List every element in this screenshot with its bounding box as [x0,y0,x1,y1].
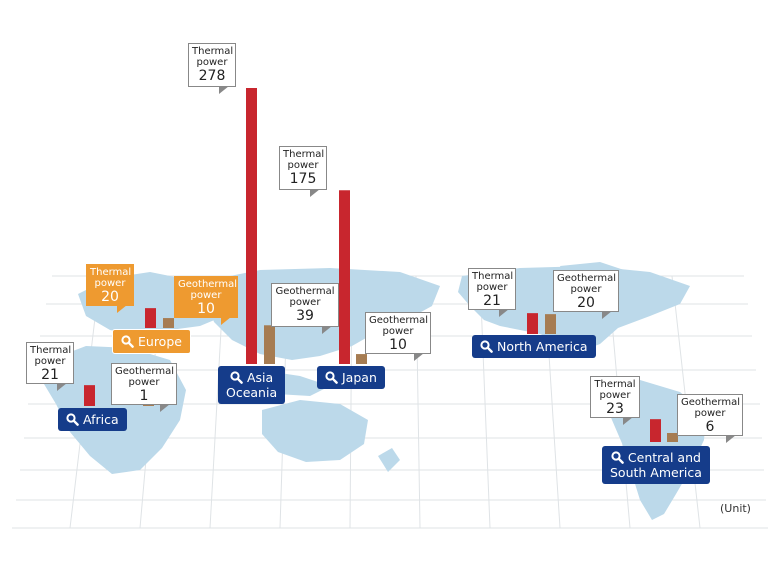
callout-geothermal-north-america-value: 20 [577,295,595,311]
callout-geothermal-central-south-america-value: 6 [705,419,715,435]
callout-geothermal-asia-oceania: Geothermal power 39 [271,283,339,334]
callout-geothermal-japan-value: 10 [389,337,407,353]
bar-thermal-asia-oceania [246,88,257,364]
bar-geothermal-central-south-america [667,433,678,442]
callout-thermal-europe-value: 20 [101,289,119,305]
magnifier-icon [230,371,243,384]
region-button-label: North America [497,339,588,354]
callout-thermal-asia-oceania-pointer [219,86,229,94]
australia-landmass [262,400,368,462]
callout-thermal-north-america: Thermal power 21 [468,268,516,317]
callout-geothermal-north-america-pointer [602,311,612,319]
callout-thermal-asia-oceania-value: 278 [198,68,226,84]
region-button-asia-oceania[interactable]: Asia Oceania [218,366,286,404]
callout-geothermal-asia-oceania-series-label: Geothermal power [275,286,335,308]
region-button-central-south-america[interactable]: Central and South America [602,446,710,484]
callout-thermal-africa-series-label: Thermal power [30,345,72,367]
callout-thermal-central-south-america-pointer [623,417,633,425]
bar-geothermal-europe [163,318,174,328]
callout-thermal-japan: Thermal power 175 [279,146,327,197]
magnifier-icon [325,371,338,384]
callout-geothermal-north-america: Geothermal power 20 [553,270,619,319]
magnifier-icon [480,340,493,353]
callout-thermal-europe-pointer [117,305,127,313]
magnifier-icon [66,413,79,426]
callout-geothermal-north-america-series-label: Geothermal power [557,273,617,295]
callout-thermal-central-south-america: Thermal power 23 [590,376,640,425]
region-button-japan[interactable]: Japan [317,366,385,389]
callout-thermal-africa-value: 21 [41,367,59,383]
callout-geothermal-central-south-america-pointer [726,435,736,443]
callout-geothermal-japan-pointer [414,353,424,361]
callout-geothermal-europe-series-label: Geothermal power [178,279,238,301]
callout-geothermal-africa: Geothermal power 1 [111,363,177,412]
callout-thermal-japan-series-label: Thermal power [283,149,325,171]
callout-thermal-europe: Thermal power 20 [86,264,134,313]
callout-geothermal-africa-series-label: Geothermal power [115,366,175,388]
callout-thermal-asia-oceania: Thermal power 278 [188,43,236,94]
callout-thermal-central-south-america-series-label: Thermal power [594,379,636,401]
magnifier-icon [121,335,134,348]
callout-thermal-central-south-america-value: 23 [606,401,624,417]
callout-geothermal-central-south-america: Geothermal power 6 [677,394,743,443]
bar-thermal-central-south-america [650,419,661,442]
callout-geothermal-asia-oceania-value: 39 [296,308,314,324]
region-button-north-america[interactable]: North America [472,335,596,358]
callout-thermal-africa-pointer [57,383,67,391]
bar-layer [84,88,678,442]
callout-thermal-north-america-series-label: Thermal power [472,271,514,293]
region-button-label: Europe [138,334,182,349]
region-button-label: Africa [83,412,119,427]
callout-thermal-europe-series-label: Thermal power [90,267,132,289]
callout-geothermal-africa-value: 1 [139,388,149,404]
region-button-label: Asia Oceania [226,370,278,400]
callout-thermal-africa: Thermal power 21 [26,342,74,391]
bar-geothermal-north-america [545,314,556,334]
callout-geothermal-japan-series-label: Geothermal power [369,315,429,337]
callout-geothermal-asia-oceania-pointer [322,326,332,334]
region-button-label: Japan [342,370,377,385]
callout-thermal-japan-value: 175 [289,171,317,187]
bar-geothermal-japan [356,354,367,364]
region-button-africa[interactable]: Africa [58,408,127,431]
callout-thermal-japan-pointer [310,189,320,197]
callout-thermal-asia-oceania-series-label: Thermal power [192,46,234,68]
region-button-label: Central and South America [610,450,702,480]
bar-thermal-japan [339,190,350,364]
new-zealand-landmass [378,448,400,472]
callout-thermal-north-america-value: 21 [483,293,501,309]
callout-geothermal-africa-pointer [160,404,170,412]
callout-geothermal-europe-value: 10 [197,301,215,317]
bar-thermal-africa [84,385,95,406]
region-button-europe[interactable]: Europe [112,329,191,354]
callout-geothermal-europe-pointer [221,317,231,325]
bar-thermal-europe [145,308,156,328]
callout-thermal-north-america-pointer [499,309,509,317]
callout-geothermal-central-south-america-series-label: Geothermal power [681,397,741,419]
callout-geothermal-japan: Geothermal power 10 [365,312,431,361]
callout-geothermal-europe: Geothermal power 10 [174,276,238,325]
bar-geothermal-asia-oceania [264,325,275,364]
unit-label: (Unit) [720,502,751,515]
magnifier-icon [611,451,624,464]
bar-thermal-north-america [527,313,538,334]
